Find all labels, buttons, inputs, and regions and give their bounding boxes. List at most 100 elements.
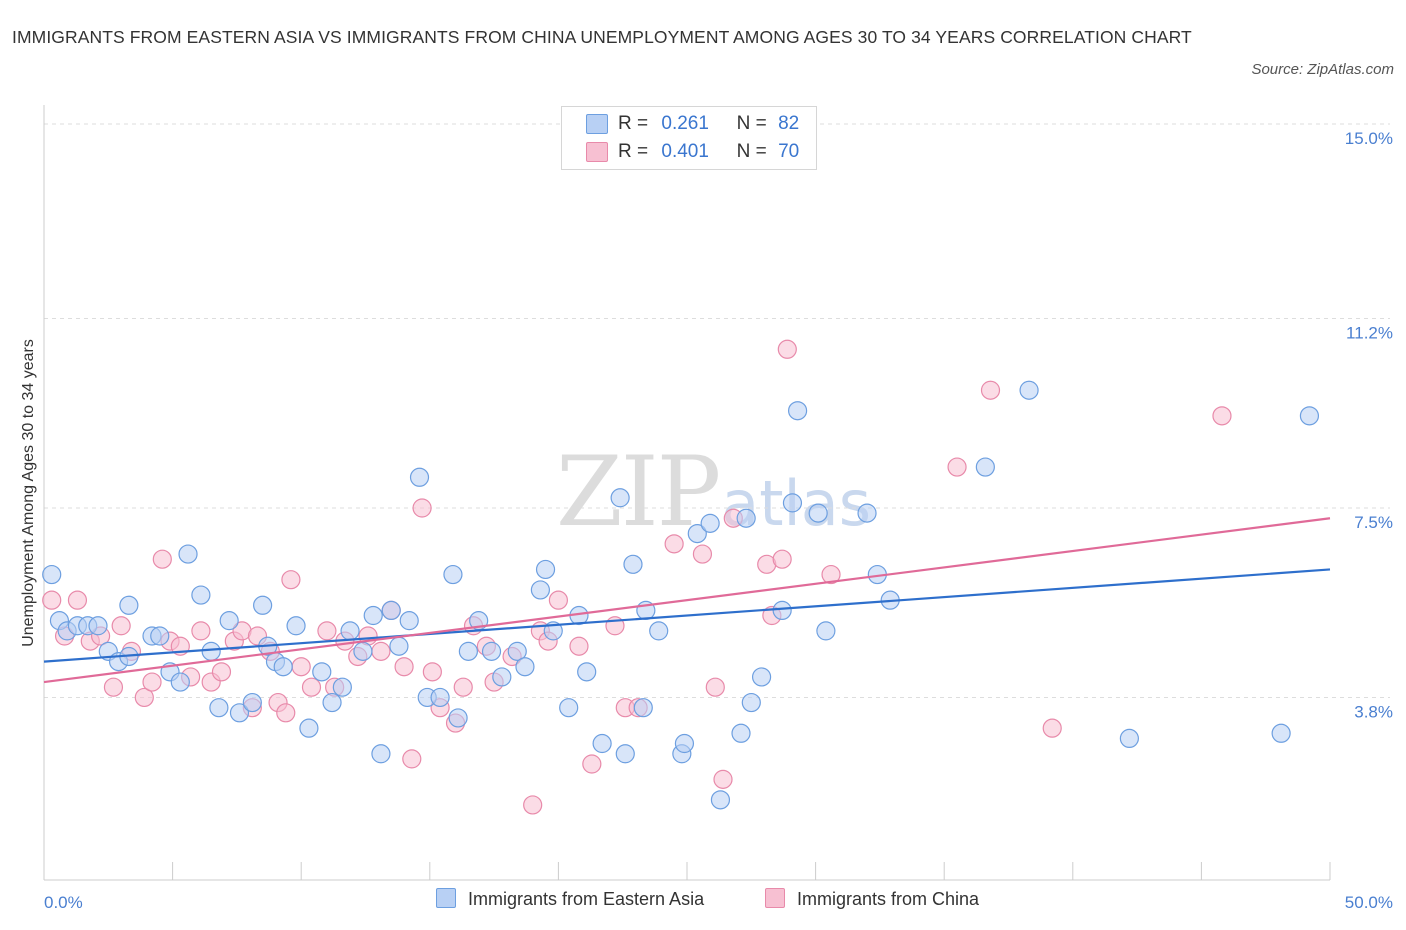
data-point	[1271, 723, 1291, 743]
chart-title: IMMIGRANTS FROM EASTERN ASIA VS IMMIGRAN…	[12, 27, 1192, 47]
y-tick-label: 15.0%	[1345, 129, 1393, 148]
data-point	[340, 621, 360, 641]
data-point	[1119, 728, 1139, 749]
data-point	[119, 595, 139, 615]
data-point	[577, 662, 597, 682]
data-point	[201, 641, 221, 661]
data-point	[281, 570, 301, 590]
trend-lines	[43, 517, 1331, 684]
data-point	[242, 692, 262, 713]
data-point	[731, 723, 751, 743]
data-point	[322, 692, 342, 713]
data-point	[1042, 718, 1062, 738]
source-note: Source: ZipAtlas.com	[1251, 61, 1394, 78]
data-point	[507, 641, 527, 661]
data-point	[1212, 406, 1232, 426]
data-point	[299, 718, 319, 738]
y-tick-label: 3.8%	[1354, 702, 1393, 721]
data-point	[947, 457, 967, 477]
data-point	[67, 590, 88, 610]
data-point	[530, 580, 550, 600]
data-point	[975, 457, 995, 477]
data-point	[592, 733, 612, 754]
y-tick-label: 7.5%	[1354, 513, 1393, 532]
data-point	[88, 616, 108, 636]
data-point	[103, 677, 124, 697]
data-point	[142, 672, 162, 692]
data-point	[301, 677, 322, 697]
data-point	[42, 564, 62, 585]
data-point	[458, 641, 478, 661]
data-point	[816, 621, 836, 641]
data-point	[443, 564, 463, 585]
data-point	[787, 401, 808, 421]
legend-r-value: 0.261	[661, 113, 709, 134]
data-point	[353, 641, 373, 661]
grid-lines	[44, 123, 1390, 698]
y-tick-label: 11.2%	[1346, 324, 1393, 343]
data-point	[178, 544, 198, 564]
data-point	[610, 488, 630, 508]
data-point	[371, 641, 391, 661]
data-point	[751, 667, 772, 687]
data-point	[448, 708, 468, 728]
legend-r-label: R =	[618, 141, 649, 162]
data-point	[422, 662, 442, 682]
x-axis-ticks	[43, 862, 1331, 880]
data-point	[1019, 380, 1039, 400]
data-point	[569, 636, 589, 656]
legend-r-value: 0.401	[661, 141, 709, 162]
data-point	[219, 611, 239, 631]
data-point	[229, 703, 250, 723]
legend-swatch-pink	[586, 141, 608, 162]
legend-n-label: N =	[736, 113, 767, 134]
x-tick-label-max: 50.0%	[1345, 893, 1393, 912]
data-point	[782, 493, 803, 513]
data-point	[772, 600, 792, 621]
series-legend-label: Immigrants from Eastern Asia	[468, 889, 705, 909]
data-point	[713, 769, 733, 789]
y-axis-label: Unemployment Among Ages 30 to 34 years	[20, 339, 37, 647]
legend-swatch-blue	[586, 113, 608, 134]
data-point	[317, 621, 337, 641]
data-point	[633, 698, 653, 718]
legend-n-value: 70	[778, 141, 800, 162]
data-point	[710, 790, 731, 810]
data-point	[705, 677, 725, 697]
data-point	[523, 795, 543, 815]
data-point	[559, 698, 579, 718]
legend-row-china: R = 0.401 N = 70	[586, 141, 799, 165]
data-point	[582, 754, 602, 774]
data-point	[772, 549, 792, 569]
data-point	[276, 703, 296, 723]
data-point	[394, 657, 414, 677]
data-point	[152, 549, 172, 569]
data-point	[692, 544, 713, 564]
series-legend-china: Immigrants from China	[765, 888, 979, 910]
legend-n-value: 82	[778, 113, 800, 134]
trend-line-eastern-asia	[43, 568, 1331, 663]
data-point	[1299, 406, 1320, 426]
data-point	[211, 662, 232, 682]
data-point	[253, 595, 273, 615]
legend-row-eastern-asia: R = 0.261 N = 82	[586, 113, 799, 137]
data-point	[332, 677, 352, 697]
data-point	[736, 508, 756, 528]
data-point	[402, 749, 422, 769]
data-point	[741, 692, 761, 713]
correlation-legend: R = 0.261 N = 82 R = 0.401 N = 70	[561, 106, 817, 170]
legend-n-label: N =	[736, 141, 767, 162]
data-point	[453, 677, 473, 697]
data-point	[191, 585, 211, 605]
series-legend-eastern-asia: Immigrants from Eastern Asia	[436, 888, 704, 910]
data-point	[687, 523, 707, 544]
data-point	[821, 564, 841, 585]
data-point	[857, 503, 877, 523]
data-point	[381, 600, 401, 621]
data-point	[430, 687, 450, 708]
data-point	[980, 380, 1001, 400]
data-point	[623, 554, 643, 574]
data-point	[674, 733, 695, 754]
series-swatch-pink	[765, 888, 785, 908]
trend-line-china	[43, 517, 1331, 684]
